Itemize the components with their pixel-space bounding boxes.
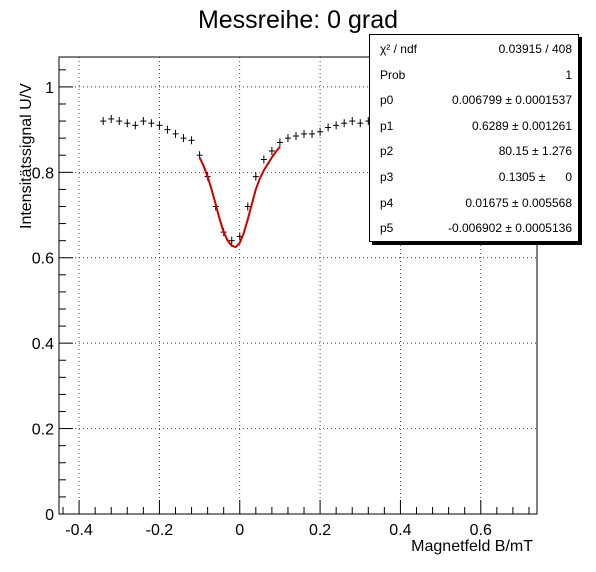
x-tick-label: -0.4 bbox=[65, 522, 93, 539]
x-tick-label: 0.4 bbox=[389, 522, 411, 539]
y-axis-label: Intensitätssignal U/V bbox=[18, 83, 35, 229]
stats-label: Prob bbox=[380, 67, 406, 82]
fit-curve bbox=[198, 146, 281, 249]
stats-row: p5 -0.006902 ± 0.0005136 bbox=[370, 216, 578, 241]
plot-frame bbox=[58, 56, 538, 515]
stats-label: p1 bbox=[380, 118, 394, 133]
y-tick-label: 0 bbox=[45, 507, 54, 524]
y-tick-label: 1 bbox=[45, 80, 54, 97]
stats-row: Prob 1 bbox=[370, 63, 578, 88]
stats-value: 1 bbox=[565, 67, 572, 82]
stats-value: 80.15 ± 1.276 bbox=[498, 144, 572, 159]
y-tick-label: 0.8 bbox=[32, 165, 54, 182]
stats-label: χ² / ndf bbox=[380, 42, 417, 56]
stats-value: 0.1305 ± 0 bbox=[498, 170, 572, 184]
stats-value: 0.01675 ± 0.005568 bbox=[465, 195, 572, 210]
stats-row: p2 80.15 ± 1.276 bbox=[370, 139, 578, 164]
chart-title: Messreihe: 0 grad bbox=[198, 6, 398, 34]
stats-label: p4 bbox=[380, 195, 394, 210]
fit-statistics-box: χ² / ndf 0.03915 / 408 Prob 1 p0 0.006799 ± 0… bbox=[369, 34, 579, 242]
stats-label: p3 bbox=[380, 170, 394, 184]
y-axis: 0 0.2 0.4 0.6 0.8 1 bbox=[32, 69, 73, 524]
y-tick-label: 0.2 bbox=[32, 422, 54, 439]
stats-label: p5 bbox=[380, 221, 394, 236]
x-tick-label: 0 bbox=[235, 522, 244, 539]
stats-row: p4 0.01675 ± 0.005568 bbox=[370, 191, 578, 216]
stats-row: p3 0.1305 ± 0 bbox=[370, 165, 578, 190]
stats-row: χ² / ndf 0.03915 / 408 bbox=[370, 37, 578, 62]
x-tick-label: 0.6 bbox=[470, 522, 492, 539]
stats-label: p0 bbox=[380, 93, 394, 108]
y-tick-label: 0.6 bbox=[32, 251, 54, 268]
x-tick-label: 0.2 bbox=[309, 522, 331, 539]
stats-row: p0 0.006799 ± 0.0001537 bbox=[370, 88, 578, 113]
stats-value: 0.6289 ± 0.001261 bbox=[471, 118, 572, 133]
stats-value: 0.03915 / 408 bbox=[498, 42, 572, 56]
stats-label: p2 bbox=[380, 144, 394, 159]
x-axis: -0.4 -0.2 0 0.2 0.4 0.6 bbox=[62, 500, 530, 539]
x-tick-label: -0.2 bbox=[146, 522, 174, 539]
x-axis-label: Magnetfeld B/mT bbox=[411, 538, 533, 555]
stats-row: p1 0.6289 ± 0.001261 bbox=[370, 114, 578, 139]
stats-value: 0.006799 ± 0.0001537 bbox=[451, 93, 572, 108]
stats-value: -0.006902 ± 0.0005136 bbox=[447, 221, 572, 236]
y-tick-label: 0.4 bbox=[32, 336, 54, 353]
